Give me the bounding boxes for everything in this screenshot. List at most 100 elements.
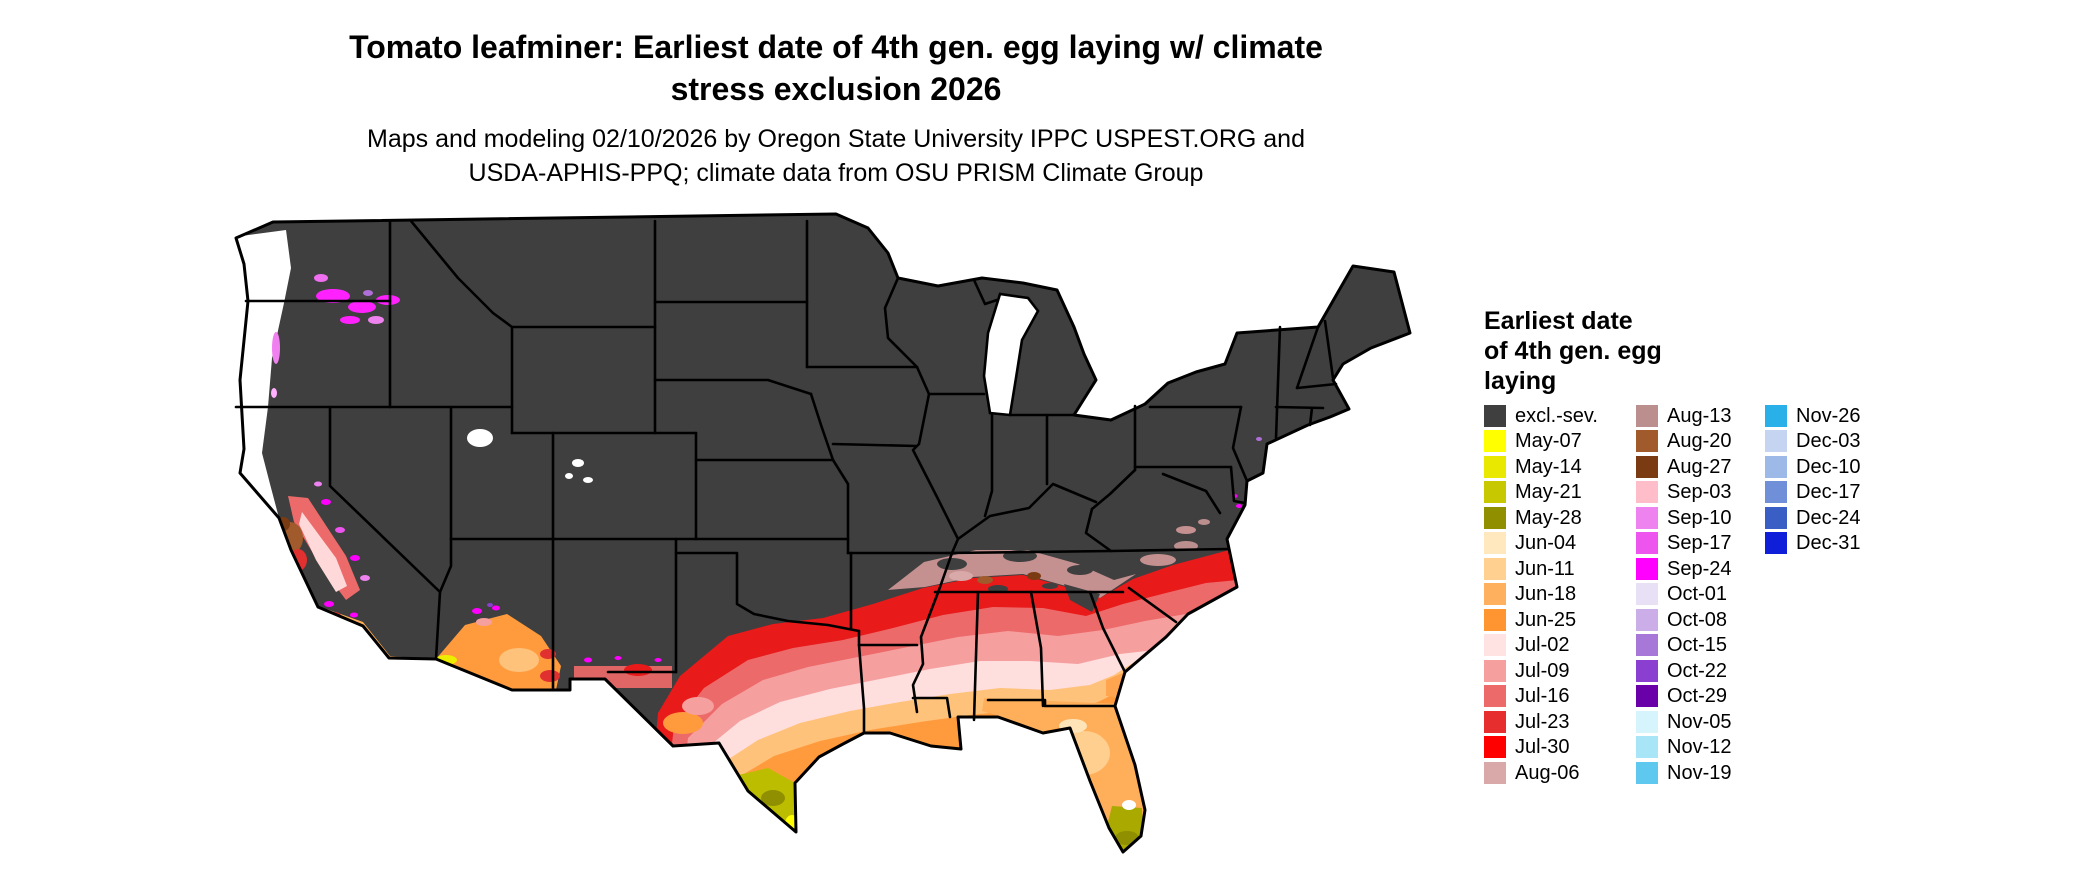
legend-label: Sep-10 <box>1667 506 1732 529</box>
legend-item: Jul-02 <box>1484 633 1636 659</box>
legend-item: Sep-17 <box>1636 531 1765 557</box>
legend-title-line3: laying <box>1484 367 1557 395</box>
legend-item: excl.-sev. <box>1484 403 1636 429</box>
legend-item: Sep-03 <box>1636 480 1765 506</box>
legend-swatch <box>1636 710 1658 733</box>
legend-item: Dec-03 <box>1765 429 1860 455</box>
legend-swatch <box>1484 685 1506 708</box>
page-title-line2: stress exclusion 2026 <box>670 71 1002 107</box>
legend-label: May-28 <box>1515 506 1582 529</box>
legend-title-line1: Earliest date <box>1484 307 1633 335</box>
legend-swatch <box>1765 430 1787 453</box>
legend-label: Dec-10 <box>1796 455 1861 478</box>
legend-label: Nov-26 <box>1796 404 1861 427</box>
legend-item: Oct-29 <box>1636 684 1765 710</box>
legend-label: Dec-24 <box>1796 506 1861 529</box>
legend-swatch <box>1636 506 1658 529</box>
page-title-line1: Tomato leafminer: Earliest date of 4th g… <box>349 29 1323 65</box>
legend-swatch <box>1636 481 1658 504</box>
lake-michigan <box>982 292 1040 417</box>
legend-item: Jul-16 <box>1484 684 1636 710</box>
legend-swatch <box>1636 583 1658 606</box>
legend-label: Jun-25 <box>1515 608 1577 631</box>
legend-column-1: excl.-sev. May-07 May-14 May-21 May-28 Jun-04… <box>1484 403 1636 786</box>
legend-label: Jul-23 <box>1515 710 1570 733</box>
legend-label: Aug-20 <box>1667 430 1732 453</box>
legend-swatch <box>1484 404 1506 427</box>
legend-label: Oct-29 <box>1667 685 1728 708</box>
legend-item: Oct-15 <box>1636 633 1765 659</box>
legend-label: excl.-sev. <box>1515 404 1598 427</box>
state-borders <box>234 219 1338 735</box>
legend-item: Oct-01 <box>1636 582 1765 608</box>
legend-swatch <box>1636 608 1658 631</box>
legend-label: May-21 <box>1515 481 1582 504</box>
legend-label: Jun-18 <box>1515 583 1577 606</box>
legend-item: Jun-18 <box>1484 582 1636 608</box>
legend-label: Jul-30 <box>1515 736 1570 759</box>
legend-item: Jun-04 <box>1484 531 1636 557</box>
legend-item: May-14 <box>1484 454 1636 480</box>
map-colored-regions <box>236 214 1410 852</box>
legend-item: Dec-10 <box>1765 454 1860 480</box>
legend-title-line2: of 4th gen. egg <box>1484 337 1662 365</box>
legend-swatch <box>1484 430 1506 453</box>
legend-swatch <box>1636 557 1658 580</box>
legend-label: Dec-17 <box>1796 481 1861 504</box>
page-subtitle-line1: Maps and modeling 02/10/2026 by Oregon S… <box>367 125 1305 153</box>
legend-label: Dec-03 <box>1796 430 1861 453</box>
legend-item: Jul-09 <box>1484 658 1636 684</box>
legend-item: Nov-05 <box>1636 709 1765 735</box>
legend-item: Nov-19 <box>1636 760 1765 786</box>
legend-swatch <box>1765 481 1787 504</box>
legend-label: Oct-08 <box>1667 608 1728 631</box>
legend-item: Dec-31 <box>1765 531 1860 557</box>
legend-label: Sep-03 <box>1667 481 1732 504</box>
legend-item: May-21 <box>1484 480 1636 506</box>
legend-swatch <box>1765 455 1787 478</box>
legend-swatch <box>1636 532 1658 555</box>
legend-swatch <box>1484 736 1506 759</box>
legend-item: Nov-26 <box>1765 403 1860 429</box>
legend-swatch <box>1636 430 1658 453</box>
legend-column-2: Aug-13 Aug-20 Aug-27 Sep-03 Sep-10 Sep-17 Sep-… <box>1636 403 1765 786</box>
legend-swatch <box>1484 532 1506 555</box>
legend-swatch <box>1484 634 1506 657</box>
legend-label: Jun-04 <box>1515 532 1577 555</box>
legend-item: Dec-24 <box>1765 505 1860 531</box>
legend-swatch <box>1484 583 1506 606</box>
legend-swatch <box>1765 404 1787 427</box>
legend-swatch <box>1765 506 1787 529</box>
legend-swatch <box>1765 532 1787 555</box>
legend-label: Aug-13 <box>1667 404 1732 427</box>
legend-item: Sep-10 <box>1636 505 1765 531</box>
legend-swatch <box>1484 481 1506 504</box>
legend-label: Aug-27 <box>1667 455 1732 478</box>
page-title: Tomato leafminer: Earliest date of 4th g… <box>236 26 1436 110</box>
legend-swatch <box>1636 736 1658 759</box>
legend-item: Oct-22 <box>1636 658 1765 684</box>
legend-label: Oct-22 <box>1667 659 1728 682</box>
legend-swatch <box>1636 659 1658 682</box>
legend-columns: excl.-sev. May-07 May-14 May-21 May-28 Jun-04… <box>1484 403 1860 786</box>
legend-item: Nov-12 <box>1636 735 1765 761</box>
legend-item: Jun-25 <box>1484 607 1636 633</box>
legend-swatch <box>1484 608 1506 631</box>
legend-item: Aug-06 <box>1484 760 1636 786</box>
legend-item: Aug-27 <box>1636 454 1765 480</box>
legend-label: Jul-02 <box>1515 634 1570 657</box>
legend-label: May-07 <box>1515 430 1582 453</box>
legend-swatch <box>1636 685 1658 708</box>
legend-swatch <box>1636 404 1658 427</box>
legend-item: Oct-08 <box>1636 607 1765 633</box>
legend-label: Nov-12 <box>1667 736 1732 759</box>
legend-item: Aug-13 <box>1636 403 1765 429</box>
legend-column-3: Nov-26 Dec-03 Dec-10 Dec-17 Dec-24 Dec-31 <box>1765 403 1860 556</box>
legend-label: Nov-19 <box>1667 761 1732 784</box>
legend-swatch <box>1484 506 1506 529</box>
legend-swatch <box>1484 659 1506 682</box>
legend-item: Jun-11 <box>1484 556 1636 582</box>
legend-item: May-28 <box>1484 505 1636 531</box>
legend-label: Oct-15 <box>1667 634 1728 657</box>
